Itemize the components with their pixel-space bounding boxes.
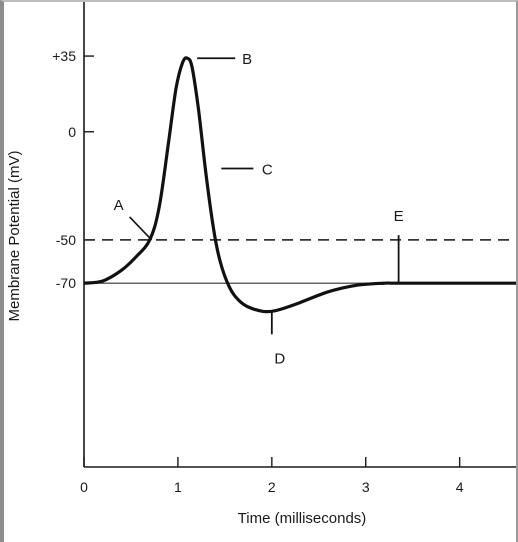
annotation-leader-a [129,216,153,241]
axes: +35 0 -50 -70 0 1 2 3 4 [52,2,516,495]
annotation-label-d: D [274,350,285,367]
y-axis-label: Membrane Potential (mV) [6,151,23,322]
axis-labels: Time (milliseconds) Membrane Potential (… [6,151,366,527]
membrane-potential-line [83,56,516,314]
x-axis-label: Time (milliseconds) [238,510,367,527]
x-tick-label: 3 [362,479,370,495]
x-tick-label: 1 [174,479,182,495]
annotation-label-b: B [242,51,252,68]
series-layer [83,56,516,314]
annotation-label-a: A [114,197,124,214]
annotations: A B C D E [114,51,404,367]
x-tick-label: 4 [456,479,464,495]
y-tick-label: +35 [52,48,76,64]
annotation-label-c: C [262,162,273,179]
y-tick-label: 0 [68,124,76,140]
reference-lines [84,239,516,284]
x-tick-label: 0 [80,479,88,495]
y-tick-label: -70 [56,275,76,291]
x-tick-label: 2 [268,479,276,495]
y-tick-label: -50 [56,232,76,248]
annotation-label-e: E [394,208,404,225]
